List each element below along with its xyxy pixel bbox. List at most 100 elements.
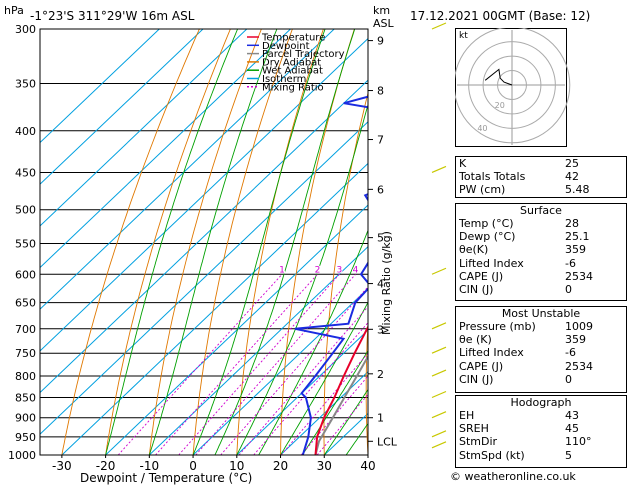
x-tick-label: -30	[52, 459, 72, 473]
wind-barb	[431, 441, 447, 449]
index-value: 25	[565, 157, 579, 170]
hodo-value: 110°	[565, 435, 592, 449]
hodo-key: StmDir	[459, 435, 498, 449]
surface-row: CIN (J) 0	[456, 283, 626, 296]
legend-entry: Parcel Trajectory	[262, 49, 345, 60]
km-tick-label: 7	[377, 134, 384, 147]
unstable-row: Pressure (mb) 1009	[456, 320, 626, 333]
legend-entry: Dewpoint	[262, 41, 310, 52]
unstable-value: 359	[565, 333, 586, 347]
unstable-value: 1009	[565, 320, 593, 333]
hodo-value: 43	[565, 409, 579, 422]
pressure-tick-label: 350	[15, 78, 36, 91]
hodograph-unit-label: kt	[459, 31, 468, 41]
unstable-row: Lifted Index -6	[456, 346, 626, 359]
surface-key: Lifted Index	[459, 256, 524, 270]
index-key: PW (cm)	[459, 183, 506, 197]
legend-entry: Wet Adiabat	[262, 66, 323, 77]
x-tick-label: -10	[140, 459, 160, 473]
indices-box: K 25 Totals Totals 42 PW (cm) 5.48	[455, 156, 627, 198]
surface-value: 359	[565, 243, 586, 257]
wet-adiabat	[236, 103, 368, 455]
surface-key: Dewp (°C)	[459, 230, 516, 244]
unstable-row: CIN (J) 0	[456, 373, 626, 386]
isotherm-line	[105, 204, 368, 455]
hodo-row: EH 43	[456, 409, 626, 422]
plot-area: 12346810152025	[40, 29, 416, 455]
pressure-tick-label: 550	[15, 237, 36, 250]
wind-barb	[431, 411, 447, 419]
pressure-tick-label: 850	[15, 391, 36, 404]
mixing-ratio-label: 3	[336, 265, 342, 275]
surface-key: CIN (J)	[459, 282, 494, 296]
isotherm-line	[40, 29, 160, 144]
hodograph-ring	[482, 55, 542, 115]
hodograph-ring-label: 40	[477, 124, 487, 133]
index-row: K 25	[456, 157, 626, 170]
unstable-value: -6	[565, 346, 576, 360]
surface-row: Dewp (°C) 25.1	[456, 230, 626, 243]
pressure-tick-label: 900	[15, 412, 36, 425]
hodo-value: 45	[565, 422, 579, 436]
mixing-ratio-label: 4	[353, 265, 359, 275]
surface-value: 28	[565, 217, 579, 230]
x-tick-label: 10	[229, 459, 244, 473]
x-tick-label: 0	[189, 459, 197, 473]
mixing-ratio-line	[178, 273, 340, 455]
unstable-value: 2534	[565, 359, 593, 373]
x-tick-label: 40	[360, 459, 375, 473]
hodograph-table-rows: EH 43 SREH 45 StmDir 110° StmSpd (kt) 5	[456, 409, 626, 462]
km-tick-label: 5	[377, 232, 384, 245]
hodo-value: 5	[565, 448, 572, 462]
mixing-ratio-line	[220, 286, 368, 455]
km-tick-label: 1	[377, 412, 384, 425]
plot-frame	[39, 28, 369, 456]
pressure-tick-label: 500	[15, 204, 36, 217]
hodograph-ring	[497, 70, 527, 100]
copyright-notice: © weatheronline.co.uk	[450, 470, 576, 483]
isotherm-line	[40, 29, 248, 227]
pressure-unit-label: hPa	[4, 4, 24, 17]
hodograph-ring	[455, 28, 571, 144]
dry-adiabat	[61, 29, 200, 455]
pressure-tick-label: 600	[15, 268, 36, 281]
hodo-row: StmDir 110°	[456, 435, 626, 448]
wind-barb	[431, 322, 447, 330]
legend-entry: Temperature	[261, 33, 325, 44]
unstable-key: θe (K)	[459, 333, 492, 347]
x-axis-label: Dewpoint / Temperature (°C)	[80, 471, 253, 485]
surface-box: Surface Temp (°C) 28 Dewp (°C) 25.1 θe(K) 359…	[455, 203, 627, 301]
wind-barb-staff	[431, 267, 447, 275]
isotherm-line	[236, 329, 368, 455]
unstable-value: 0	[565, 372, 572, 386]
pressure-tick-label: 800	[15, 370, 36, 383]
wind-barb	[431, 390, 447, 399]
mixing-ratio-line	[117, 273, 283, 455]
mixing-ratio-label: 1	[279, 265, 285, 275]
surface-value: 0	[565, 282, 572, 296]
unstable-key: Pressure (mb)	[459, 320, 536, 333]
height-unit-label: km ASL	[373, 4, 394, 30]
km-tick-label: 3	[377, 323, 384, 336]
index-key: K	[459, 157, 467, 170]
surface-title: Surface	[520, 204, 562, 217]
pressure-tick-label: 400	[15, 125, 36, 138]
mixing-ratio-label: 10	[404, 265, 416, 275]
wind-barb-staff	[431, 390, 447, 399]
km-tick-label: 9	[377, 35, 384, 48]
wind-barb-staff	[431, 441, 447, 449]
km-tick-label: LCL	[377, 435, 398, 448]
wind-barb-staff	[431, 322, 447, 330]
hodo-key: SREH	[459, 422, 489, 436]
asl-unit: ASL	[373, 17, 394, 30]
wind-barb	[431, 165, 447, 174]
wind-barb-staff	[431, 369, 447, 377]
unstable-key: CAPE (J)	[459, 359, 504, 373]
wet-adiabat	[258, 229, 368, 455]
index-value: 5.48	[565, 183, 590, 197]
unstable-key: CIN (J)	[459, 372, 494, 386]
mixing-ratio-axis-label: Mixing Ratio (g/kg)	[380, 231, 393, 335]
surface-row: θe(K) 359	[456, 243, 626, 256]
unstable-row: θe (K) 359	[456, 333, 626, 346]
